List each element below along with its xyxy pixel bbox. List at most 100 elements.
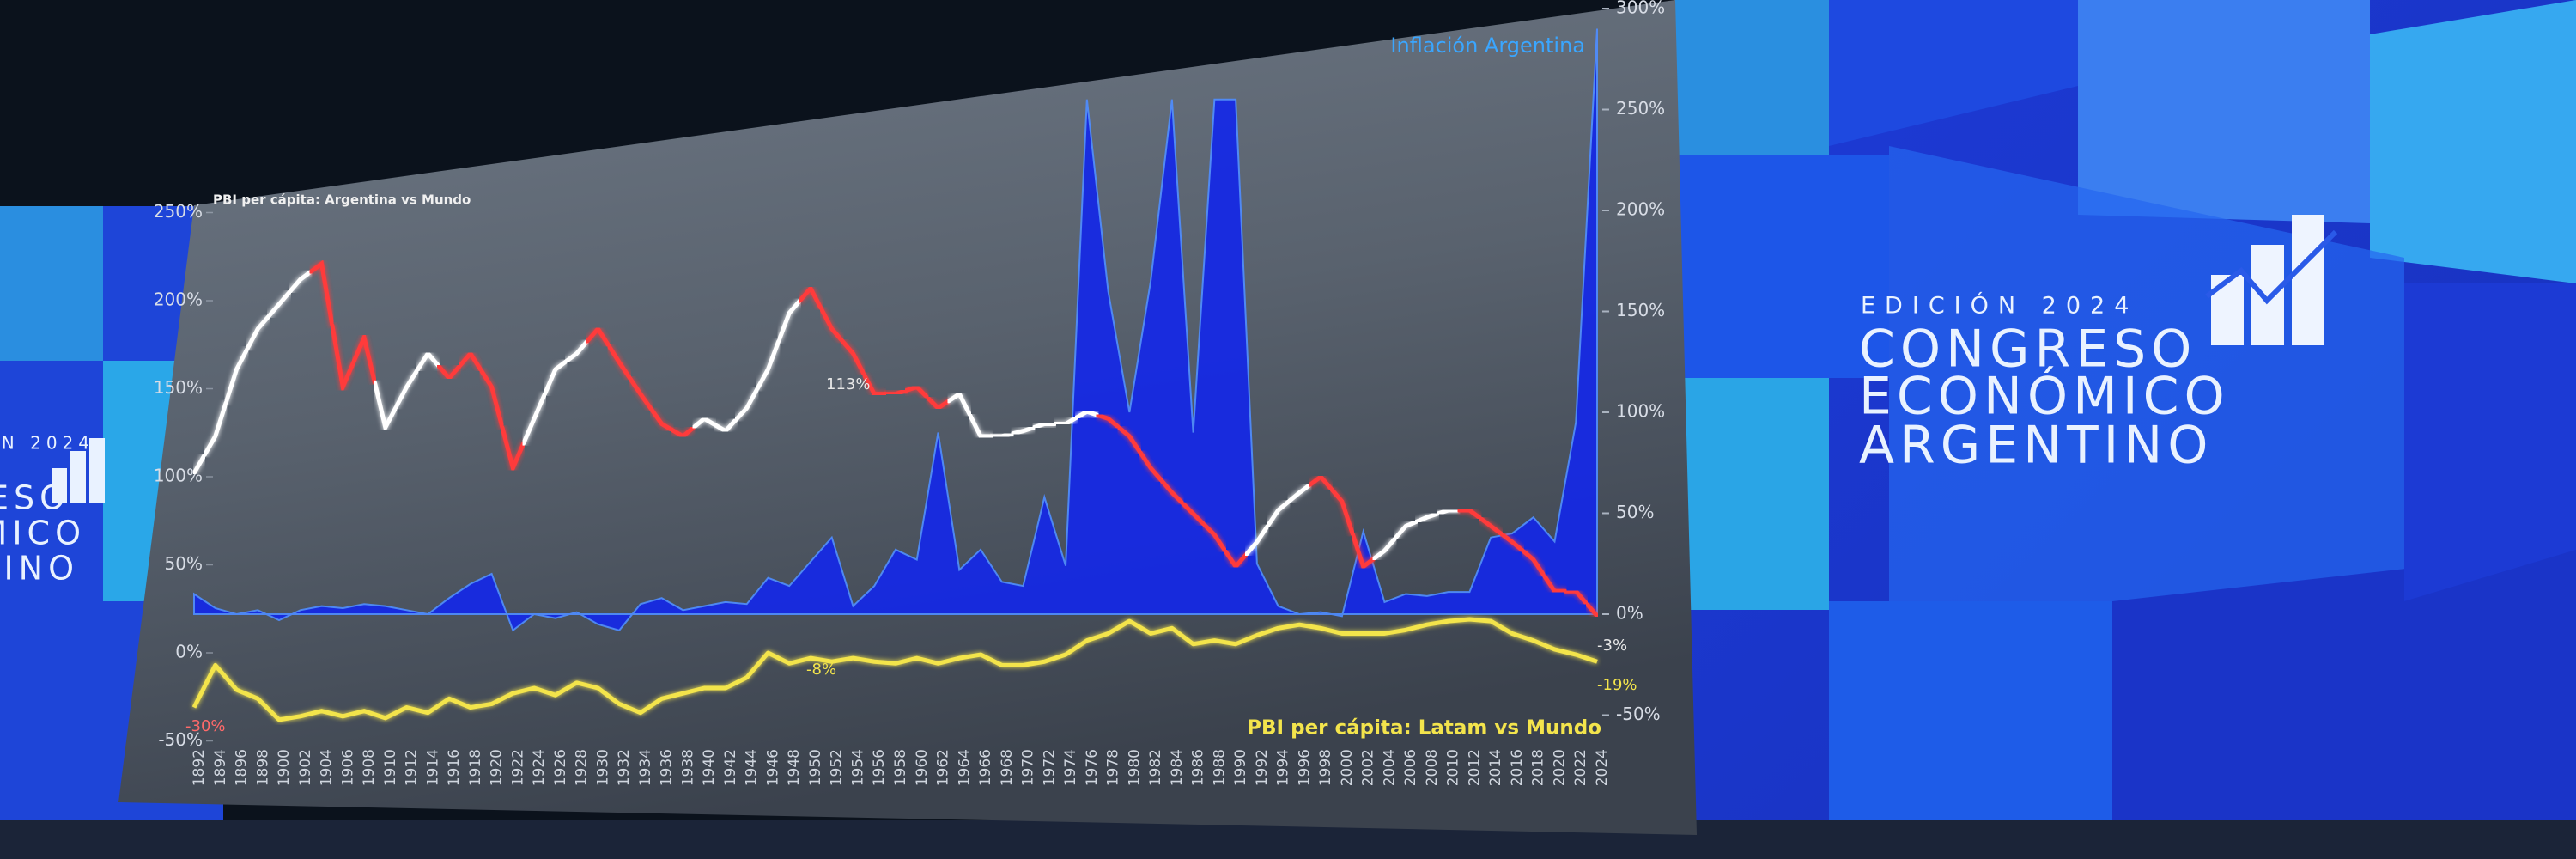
x-tick-label: 1990	[1232, 749, 1249, 786]
line-segment	[1520, 548, 1546, 578]
brand-line: ECONÓMICO	[1859, 366, 2230, 427]
x-tick-label: 1918	[467, 749, 484, 786]
logo-bar	[89, 438, 105, 503]
x-tick-label: 1948	[786, 749, 803, 786]
x-tick-label: 1894	[212, 749, 229, 786]
line-segment	[478, 368, 505, 430]
y-tick-label: 250%	[154, 201, 203, 222]
x-tick-label: 2022	[1572, 749, 1589, 786]
logo-line	[2205, 229, 2338, 305]
line-segment	[1393, 519, 1419, 541]
x-tick-label: 1906	[339, 749, 356, 786]
x-tick-label: 2012	[1466, 749, 1483, 786]
x-tick-label: 1942	[722, 749, 739, 786]
x-tick-label: 1910	[382, 749, 399, 786]
brand-line: CONGRESO	[1859, 320, 2196, 380]
annotation: -19%	[1597, 676, 1637, 694]
x-tick-label: 1904	[319, 749, 336, 786]
line-segment	[861, 371, 888, 397]
line-segment	[1584, 601, 1600, 618]
x-tick-label: 2010	[1445, 749, 1462, 786]
x-tick-label: 1930	[594, 749, 611, 786]
line-segment	[1414, 511, 1440, 524]
line-segment	[1286, 482, 1313, 504]
x-tick-label: 1950	[807, 749, 824, 786]
line-segment	[393, 368, 420, 410]
x-tick-label: 2024	[1594, 749, 1611, 786]
left-branding: EDICIÓN 2024 CONGRESO ECONÓMICO ARGENTIN…	[0, 433, 105, 588]
line-segment	[733, 387, 760, 422]
brand-edition: EDICIÓN 2024	[1861, 292, 2138, 320]
x-tick-label: 1938	[679, 749, 696, 786]
x-tick-label: 1946	[764, 749, 781, 786]
x-tick-label: 1962	[935, 749, 952, 786]
line-segment	[266, 289, 292, 319]
y2-tick-label: 250%	[1616, 98, 1665, 119]
x-tick-label: 1976	[1084, 749, 1101, 786]
y2-tick-label: -50%	[1616, 704, 1661, 724]
tile	[1829, 601, 2112, 859]
x-tick-label: 1960	[914, 749, 931, 786]
inflation-area	[193, 28, 1598, 632]
line-segment	[1499, 532, 1525, 553]
x-tick-label: 1966	[977, 749, 994, 786]
y-tick-label: 0%	[175, 642, 203, 662]
line-segment	[776, 298, 803, 344]
line-segment	[988, 431, 1015, 439]
chart: 300% 250% 200% 150% 100% 50% 0% -50% 250% 200% 150…	[154, 0, 1665, 786]
x-tick-label: 2006	[1402, 749, 1419, 786]
y2-tick-label: 50%	[1616, 502, 1654, 522]
floor	[0, 820, 2576, 859]
line-segment	[1563, 588, 1589, 606]
x-tick-label: 1958	[892, 749, 909, 786]
annotation: -30%	[185, 717, 226, 735]
right-branding: EDICIÓN 2024 CONGRESO ECONÓMICO ARGENTIN…	[1859, 215, 2338, 476]
line-segment	[1265, 499, 1291, 528]
x-tick-label: 1932	[616, 749, 633, 786]
y-tick-label: -50%	[158, 729, 203, 750]
line-segment	[1223, 548, 1249, 570]
line-segment	[606, 343, 633, 381]
tile	[2370, 0, 2576, 283]
line-segment	[351, 331, 377, 385]
x-tick-label: 1986	[1190, 749, 1207, 786]
line-segment	[798, 284, 823, 311]
logo-bar	[2292, 215, 2324, 345]
line-segment	[840, 338, 866, 376]
line-segment	[372, 380, 398, 434]
x-tick-label: 2020	[1551, 749, 1568, 786]
x-tick-label: 2004	[1381, 749, 1398, 786]
y2-tick-label: 150%	[1616, 300, 1665, 320]
line-segment	[691, 416, 718, 430]
x-tick-label: 1974	[1062, 749, 1079, 786]
line-segment	[1541, 573, 1568, 594]
x-tick-label: 1920	[489, 749, 506, 786]
line-segment	[500, 425, 526, 475]
x-tick-label: 1992	[1254, 749, 1271, 786]
brand-line: ARGENTINO	[0, 550, 79, 588]
logo-bar	[2211, 275, 2244, 345]
line-segment	[1456, 508, 1483, 521]
x-tick-label: 1902	[297, 749, 314, 786]
line	[191, 617, 1598, 722]
brand-line: ARGENTINO	[1859, 416, 2213, 476]
x-tick-label: 1996	[1296, 749, 1313, 786]
line-segment	[1435, 508, 1461, 516]
line-segment	[308, 259, 335, 328]
tile	[2404, 283, 2576, 601]
line-segment	[1158, 478, 1185, 506]
x-tick-label: 1936	[659, 749, 676, 786]
tile	[1674, 0, 1829, 155]
x-tick-label: 1924	[531, 749, 548, 786]
x-tick-label: 1998	[1317, 749, 1334, 786]
x-tick-label: 1940	[701, 749, 718, 786]
x-tick-label: 1964	[956, 749, 973, 786]
series-title: PBI per cápita: Argentina vs Mundo	[213, 192, 471, 208]
x-tick-label: 2008	[1424, 749, 1441, 786]
series-title: Inflación Argentina	[1390, 34, 1585, 58]
line-segment	[818, 306, 845, 344]
line-segment	[968, 412, 993, 439]
tile	[0, 206, 103, 361]
annotation: -3%	[1597, 637, 1627, 655]
line-segment	[670, 425, 696, 439]
